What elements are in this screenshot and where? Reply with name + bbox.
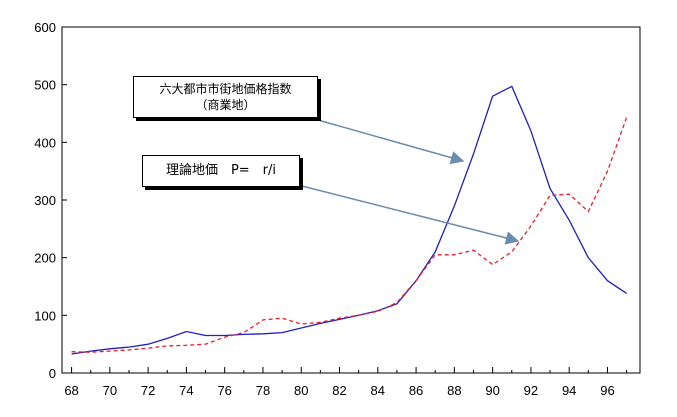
x-tick-label: 84 xyxy=(371,383,385,398)
x-tick-label: 86 xyxy=(409,383,423,398)
x-tick-label: 72 xyxy=(141,383,155,398)
x-tick-label: 80 xyxy=(294,383,308,398)
x-tick-label: 96 xyxy=(600,383,614,398)
x-tick-label: 78 xyxy=(256,383,270,398)
y-tick-label: 0 xyxy=(49,366,56,381)
x-tick-label: 76 xyxy=(217,383,231,398)
callout-price-index: 六大都市市街地価格指数 （商業地） xyxy=(133,76,318,118)
callout-price-index-line1: 六大都市市街地価格指数 xyxy=(159,82,292,96)
callout-arrows xyxy=(297,119,520,245)
x-tick-label: 74 xyxy=(179,383,193,398)
callout-price-index-line2: （商業地） xyxy=(195,98,256,112)
x-tick-label: 82 xyxy=(332,383,346,398)
arrow-price-index xyxy=(317,119,465,165)
callout-theoretical-price: 理論地価 P= r/i xyxy=(142,155,300,187)
x-tick-label: 90 xyxy=(485,383,499,398)
x-tick-label: 94 xyxy=(562,383,576,398)
y-tick-label: 300 xyxy=(34,193,56,208)
arrow-theoretical-price xyxy=(297,184,520,245)
x-tick-label: 88 xyxy=(447,383,461,398)
y-tick-label: 500 xyxy=(34,78,56,93)
x-tick-label: 92 xyxy=(524,383,538,398)
y-tick-label: 100 xyxy=(34,308,56,323)
series-line-price-index xyxy=(71,85,627,355)
callout-theoretical-price-text: 理論地価 P= r/i xyxy=(165,163,277,178)
y-tick-label: 600 xyxy=(34,20,56,35)
x-tick-label: 70 xyxy=(103,383,117,398)
x-tick-label: 68 xyxy=(64,383,78,398)
y-tick-label: 200 xyxy=(34,251,56,266)
series-group xyxy=(71,85,628,355)
ticks: 0 100 200 300 400 500 600 68 70 72 74 76 78 80 82 84 86 8… xyxy=(34,20,628,398)
series-line-theoretical-price xyxy=(71,117,628,353)
y-tick-label: 400 xyxy=(34,135,56,150)
